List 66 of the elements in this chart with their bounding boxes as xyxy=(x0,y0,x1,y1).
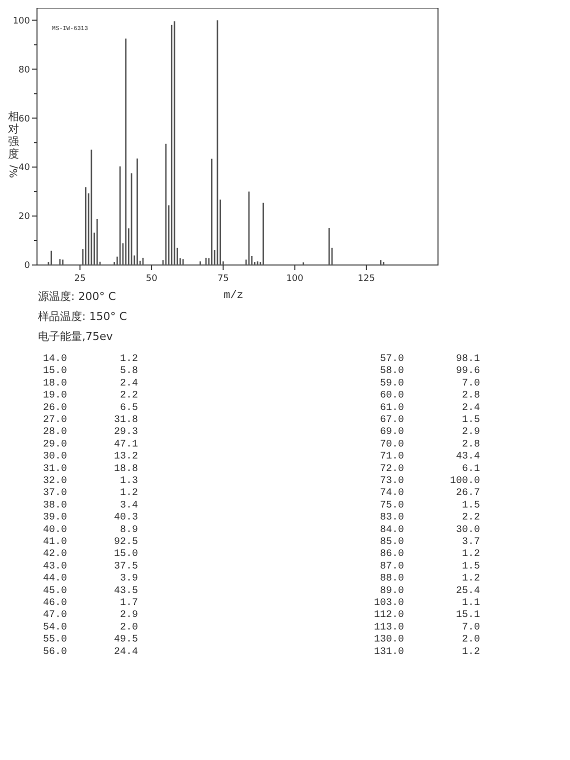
text: 14.0 1.2 xyxy=(42,354,138,365)
x-tick-label: 100 xyxy=(286,274,304,284)
text: 样品温度: 150° C xyxy=(38,310,128,323)
text: 29.0 47.1 xyxy=(42,439,138,450)
text: 18.0 2.4 xyxy=(42,378,138,390)
text: 27.0 31.8 xyxy=(42,415,138,426)
text: 113.0 7.0 xyxy=(374,622,480,634)
x-tick-label: 75 xyxy=(217,274,229,284)
y-tick-label: 100 xyxy=(12,16,30,26)
text: 84.0 30.0 xyxy=(380,524,480,536)
y-tick-label: 20 xyxy=(18,212,30,222)
text: 15.0 5.8 xyxy=(42,366,138,378)
x-tick-label: 25 xyxy=(74,274,86,284)
text: 59.0 7.0 xyxy=(380,378,480,390)
text: 70.0 2.8 xyxy=(380,439,480,450)
text: 56.0 24.4 xyxy=(42,646,138,658)
text: 54.0 2.0 xyxy=(42,622,138,634)
text: 130.0 2.0 xyxy=(374,634,480,646)
text: 电子能量,75ev xyxy=(38,330,114,343)
text: 86.0 1.2 xyxy=(380,549,480,560)
text: 69.0 2.9 xyxy=(380,427,480,438)
text: 72.0 6.1 xyxy=(380,464,480,475)
text: 32.0 1.3 xyxy=(42,476,138,487)
text: 61.0 2.4 xyxy=(380,402,480,414)
y-tick-label: 60 xyxy=(18,114,30,124)
text: 85.0 3.7 xyxy=(380,537,480,548)
text: 58.0 99.6 xyxy=(380,366,480,378)
text: 57.0 98.1 xyxy=(380,354,480,365)
text: 46.0 1.7 xyxy=(42,598,138,609)
text: 89.0 25.4 xyxy=(380,586,480,597)
text: 19.0 2.2 xyxy=(42,390,138,402)
text: 103.0 1.1 xyxy=(374,598,480,609)
text: 112.0 15.1 xyxy=(374,610,480,622)
text: 74.0 26.7 xyxy=(380,488,480,500)
text: 71.0 43.4 xyxy=(380,452,480,463)
x-tick-label: 50 xyxy=(146,274,158,284)
text: 43.0 37.5 xyxy=(42,561,138,572)
text: 37.0 1.2 xyxy=(42,488,138,500)
text: 41.0 92.5 xyxy=(42,537,138,548)
text: 47.0 2.9 xyxy=(42,610,138,622)
text: 60.0 2.8 xyxy=(380,390,480,402)
text: 55.0 49.5 xyxy=(42,634,138,646)
text: 38.0 3.4 xyxy=(42,500,138,512)
x-tick-label: 125 xyxy=(358,274,375,284)
x-axis-title: m/z xyxy=(224,290,244,302)
text: 83.0 2.2 xyxy=(380,512,480,524)
y-tick-label: 80 xyxy=(18,65,30,76)
y-axis-title: 相对强度%/ xyxy=(8,110,20,178)
y-tick-label: 40 xyxy=(18,163,30,174)
text: 45.0 43.5 xyxy=(42,586,138,597)
text: 28.0 29.3 xyxy=(42,427,138,438)
text: 67.0 1.5 xyxy=(380,415,480,426)
text: 73.0 100.0 xyxy=(380,476,480,487)
text: 40.0 8.9 xyxy=(42,524,138,536)
y-tick-label: 0 xyxy=(24,261,30,272)
text: 26.0 6.5 xyxy=(42,402,138,414)
text: 88.0 1.2 xyxy=(380,574,480,585)
text: 31.0 18.8 xyxy=(42,464,138,475)
text: 44.0 3.9 xyxy=(42,574,138,585)
text: 39.0 40.3 xyxy=(42,512,138,524)
text: 42.0 15.0 xyxy=(42,549,138,560)
text: 源温度: 200° C xyxy=(38,290,116,303)
text: 75.0 1.5 xyxy=(380,500,480,512)
text: 131.0 1.2 xyxy=(374,646,480,658)
text: 30.0 13.2 xyxy=(42,452,138,463)
text: 87.0 1.5 xyxy=(380,561,480,572)
